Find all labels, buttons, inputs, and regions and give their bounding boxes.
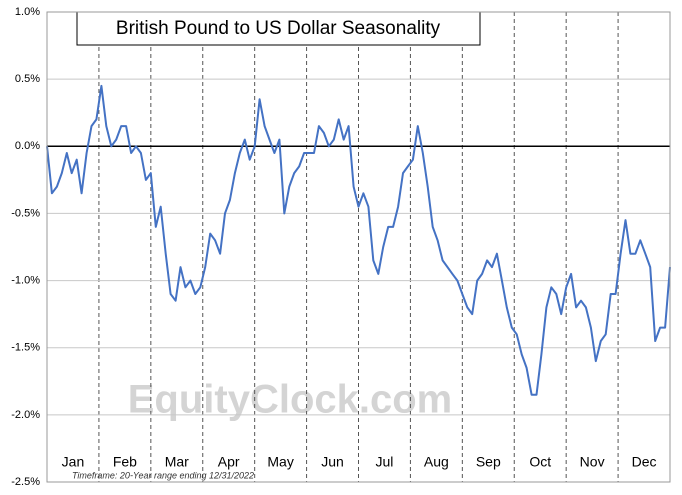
x-tick-label: Sep bbox=[476, 454, 501, 470]
x-tick-label: Feb bbox=[113, 454, 137, 470]
y-tick-label: 0.0% bbox=[15, 140, 40, 152]
x-tick-label: Aug bbox=[424, 454, 449, 470]
x-tick-label: Jul bbox=[376, 454, 394, 470]
y-tick-label: -0.5% bbox=[11, 207, 40, 219]
x-tick-label: Nov bbox=[580, 454, 605, 470]
chart-title: British Pound to US Dollar Seasonality bbox=[116, 18, 441, 39]
y-tick-label: -1.0% bbox=[11, 274, 40, 286]
plot-frame bbox=[46, 11, 671, 483]
timeframe-note: Timeframe: 20-Year range ending 12/31/20… bbox=[72, 470, 254, 480]
x-tick-label: Mar bbox=[165, 454, 189, 470]
y-tick-label: -1.5% bbox=[11, 342, 40, 354]
x-tick-label: May bbox=[267, 454, 293, 470]
x-tick-label: Jan bbox=[62, 454, 85, 470]
y-tick-label: 0.5% bbox=[15, 73, 40, 85]
y-tick-label: 1.0% bbox=[15, 6, 40, 18]
x-tick-label: Dec bbox=[632, 454, 657, 470]
series-line bbox=[46, 84, 671, 396]
x-tick-label: Apr bbox=[218, 454, 240, 470]
month-dividers bbox=[98, 12, 619, 482]
watermark: EquityClock.com bbox=[128, 378, 453, 422]
title-box bbox=[76, 11, 481, 46]
x-tick-label: Oct bbox=[529, 454, 551, 470]
y-tick-label: -2.0% bbox=[11, 409, 40, 421]
x-tick-label: Jun bbox=[321, 454, 344, 470]
y-tick-label: -2.5% bbox=[11, 476, 40, 488]
